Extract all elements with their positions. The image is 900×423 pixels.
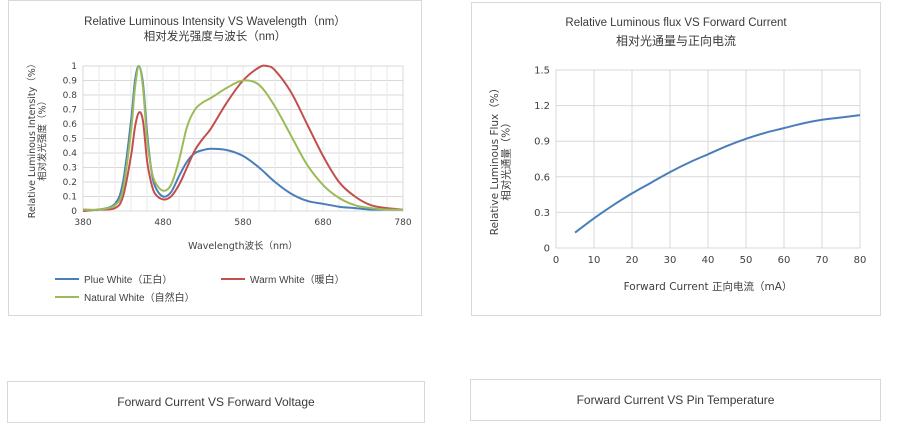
y-axis-label: Relative Luminous Flux（%） xyxy=(489,83,501,236)
legend-label: Warm White（暖白） xyxy=(250,275,345,286)
y-tick-label: 0.9 xyxy=(63,77,78,87)
plot-area-border xyxy=(555,69,861,249)
x-tick-label: 780 xyxy=(394,218,411,228)
legend-label: Plue White（正白） xyxy=(84,275,173,286)
y-tick-label: 0.1 xyxy=(63,193,77,203)
series-line-3 xyxy=(82,65,404,211)
y-tick-label: 0.2 xyxy=(63,178,77,188)
legend-swatch xyxy=(55,295,79,298)
y-tick-label: 1 xyxy=(71,62,77,72)
legend-label: Natural White（自然白） xyxy=(84,293,195,304)
legend-item-plue-white: Plue White（正白） xyxy=(55,271,172,286)
x-tick-label: 80 xyxy=(854,255,867,266)
flux-current-plot: 0 0.3 0.6 0.9 1.2 1.5 0 10 20 30 40 50 60 70 80 Forward… xyxy=(489,66,867,294)
chart-subtitle: 相对发光强度与波长（nm） xyxy=(143,31,287,43)
chart-title: Relative Luminous Intensity VS Wavelengt… xyxy=(84,16,346,28)
y-tick-label: 1.2 xyxy=(534,101,550,112)
y-axis-label: Relative Luminous Intensity（%） xyxy=(26,59,38,219)
legend-swatch xyxy=(55,277,79,280)
x-tick-label: 50 xyxy=(740,255,753,266)
legend-swatch xyxy=(221,277,245,280)
x-axis-label: Wavelength波长（nm） xyxy=(188,240,298,252)
x-tick-label: 0 xyxy=(553,255,559,266)
y-axis-label-secondary: 相对发光强度（%） xyxy=(37,96,49,181)
series-line-2 xyxy=(82,64,404,212)
x-tick-label: 480 xyxy=(154,218,171,228)
y-tick-label: 0.6 xyxy=(534,172,550,183)
y-tick-label: 0.3 xyxy=(63,164,77,174)
y-tick-label: 0.9 xyxy=(534,137,550,148)
chart-title: Relative Luminous flux VS Forward Curren… xyxy=(565,17,787,29)
plot-area-border xyxy=(82,65,404,212)
y-axis-label-secondary: 相对光通量（%） xyxy=(500,117,513,200)
x-tick-label: 580 xyxy=(234,218,251,228)
chart-subtitle: 相对光通量与正向电流 xyxy=(615,34,736,48)
x-tick-label: 40 xyxy=(702,255,715,266)
x-tick-label: 680 xyxy=(314,218,331,228)
y-tick-label: 0.4 xyxy=(63,149,78,159)
x-tick-label: 20 xyxy=(626,255,639,266)
legend-item-warm-white: Warm White（暖白） xyxy=(221,271,345,286)
current-voltage-chart-panel: Forward Current VS Forward Voltage xyxy=(7,381,425,423)
y-tick-label: 0.8 xyxy=(63,91,78,101)
y-tick-label: 0 xyxy=(544,244,550,255)
y-tick-label: 0.3 xyxy=(534,208,550,219)
y-tick-label: 0 xyxy=(71,207,77,217)
y-tick-label: 0.7 xyxy=(63,106,77,116)
series-line-1 xyxy=(574,114,861,234)
y-tick-label: 0.5 xyxy=(63,135,77,145)
x-tick-label: 380 xyxy=(74,218,91,228)
flux-current-chart-panel: Relative Luminous flux VS Forward Curren… xyxy=(471,2,881,316)
y-tick-label: 1.5 xyxy=(534,66,550,77)
legend-item-natural-white: Natural White（自然白） xyxy=(55,289,195,304)
x-tick-label: 30 xyxy=(664,255,677,266)
spectrum-plot: 0 0.1 0.2 0.3 0.4 0.5 0.6 0.7 0.8 0.9 1 380 480 580 68… xyxy=(26,59,412,252)
x-tick-label: 10 xyxy=(588,255,601,266)
spectrum-chart-panel: Relative Luminous Intensity VS Wavelengt… xyxy=(8,0,422,316)
x-axis-label: Forward Current 正向电流（mA） xyxy=(624,280,793,293)
x-tick-label: 60 xyxy=(778,255,791,266)
y-tick-label: 0.6 xyxy=(63,120,78,130)
current-temperature-chart-panel: Forward Current VS Pin Temperature xyxy=(470,379,881,421)
chart-title: Forward Current VS Pin Temperature xyxy=(576,393,775,407)
chart-title: Forward Current VS Forward Voltage xyxy=(117,395,315,409)
x-tick-label: 70 xyxy=(816,255,829,266)
